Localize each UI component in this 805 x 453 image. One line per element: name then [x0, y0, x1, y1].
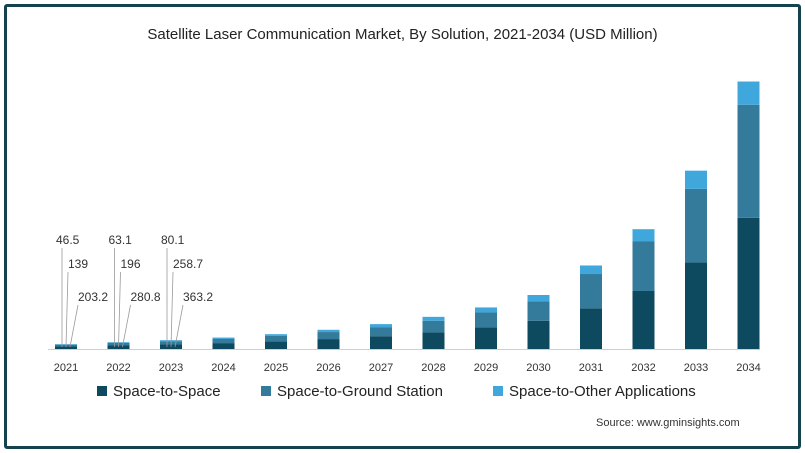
x-tick-label-2032: 2032: [631, 362, 655, 374]
bar-2021-space-to-space: [55, 346, 77, 349]
bar-2028-space-to-other-applications: [422, 316, 445, 321]
x-tick-label-2029: 2029: [474, 362, 498, 374]
x-tick-label-2027: 2027: [369, 362, 393, 374]
bar-2034-space-to-other-applications: [737, 81, 760, 105]
legend-swatch-3: [493, 386, 503, 396]
bar-2028-space-to-space: [422, 332, 445, 349]
x-tick-label-2021: 2021: [54, 362, 78, 374]
bar-2029-space-to-space: [475, 327, 497, 349]
leader-line-2021: [69, 304, 79, 348]
data-label-2022-space-to-ground-station: 196: [121, 257, 141, 271]
x-tick-label-2023: 2023: [159, 362, 183, 374]
leader-line-2021: [65, 271, 69, 348]
legend-label-1: Space-to-Space: [113, 383, 221, 400]
bar-2031-space-to-space: [580, 308, 602, 349]
data-label-2021-space-to-other-applications: 46.5: [56, 233, 80, 247]
bar-2033-space-to-ground-station: [685, 188, 707, 263]
data-label-2021-space-to-space: 203.2: [78, 290, 108, 304]
x-tick-label-2026: 2026: [316, 362, 340, 374]
bar-2030-space-to-other-applications: [527, 295, 550, 302]
x-tick-label-2028: 2028: [421, 362, 445, 374]
bar-2025-space-to-ground-station: [265, 335, 287, 342]
data-label-2022-space-to-space: 280.8: [131, 290, 161, 304]
bar-2032-space-to-space: [632, 290, 655, 349]
chart-title: Satellite Laser Communication Market, By…: [147, 26, 658, 43]
leader-line-2022: [118, 271, 121, 348]
bar-2033-space-to-other-applications: [685, 170, 707, 189]
bar-2031-space-to-ground-station: [580, 274, 602, 309]
leader-line-2023: [174, 304, 184, 348]
bar-2032-space-to-ground-station: [632, 241, 655, 291]
bar-2024-space-to-ground-station: [212, 338, 235, 344]
bar-2025-space-to-other-applications: [265, 334, 287, 336]
leader-line-2023: [170, 271, 174, 348]
bar-2022-space-to-space: [107, 345, 130, 349]
bar-2026-space-to-space: [317, 339, 340, 349]
bar-2031-space-to-other-applications: [580, 265, 602, 275]
data-label-2023-space-to-other-applications: 80.1: [161, 233, 185, 247]
bar-2029-space-to-ground-station: [475, 312, 497, 328]
data-label-2023-space-to-space: 363.2: [183, 290, 213, 304]
x-tick-label-2024: 2024: [211, 362, 235, 374]
bar-2032-space-to-other-applications: [632, 229, 655, 242]
bar-2027-space-to-other-applications: [370, 324, 392, 328]
data-label-2021-space-to-ground-station: 139: [68, 257, 88, 271]
x-tick-label-2025: 2025: [264, 362, 288, 374]
bar-2034-space-to-ground-station: [737, 104, 760, 218]
legend-label-3: Space-to-Other Applications: [509, 383, 696, 400]
leader-line-2022: [122, 304, 131, 348]
bar-2030-space-to-space: [527, 320, 550, 349]
bar-2034-space-to-space: [737, 217, 760, 349]
data-label-2023-space-to-ground-station: 258.7: [173, 257, 203, 271]
x-tick-label-2033: 2033: [684, 362, 708, 374]
x-tick-label-2022: 2022: [106, 362, 130, 374]
bar-2027-space-to-ground-station: [370, 327, 392, 337]
bar-2033-space-to-space: [685, 262, 707, 349]
legend-label-2: Space-to-Ground Station: [277, 383, 443, 400]
x-tick-label-2030: 2030: [526, 362, 550, 374]
legend-swatch-2: [261, 386, 271, 396]
bar-2025-space-to-space: [265, 341, 287, 349]
legend-swatch-1: [97, 386, 107, 396]
chart-frame: [4, 4, 801, 449]
bar-2029-space-to-other-applications: [475, 307, 497, 313]
data-label-2022-space-to-other-applications: 63.1: [109, 233, 133, 247]
bar-2027-space-to-space: [370, 336, 392, 349]
bar-2024-space-to-other-applications: [212, 337, 235, 339]
x-tick-label-2031: 2031: [579, 362, 603, 374]
source-note: Source: www.gminsights.com: [596, 417, 740, 429]
bar-2030-space-to-ground-station: [527, 301, 550, 321]
bar-2026-space-to-other-applications: [317, 329, 340, 333]
bar-2028-space-to-ground-station: [422, 320, 445, 333]
x-tick-label-2034: 2034: [736, 362, 760, 374]
bar-2026-space-to-ground-station: [317, 332, 340, 340]
bar-2024-space-to-space: [212, 343, 235, 349]
